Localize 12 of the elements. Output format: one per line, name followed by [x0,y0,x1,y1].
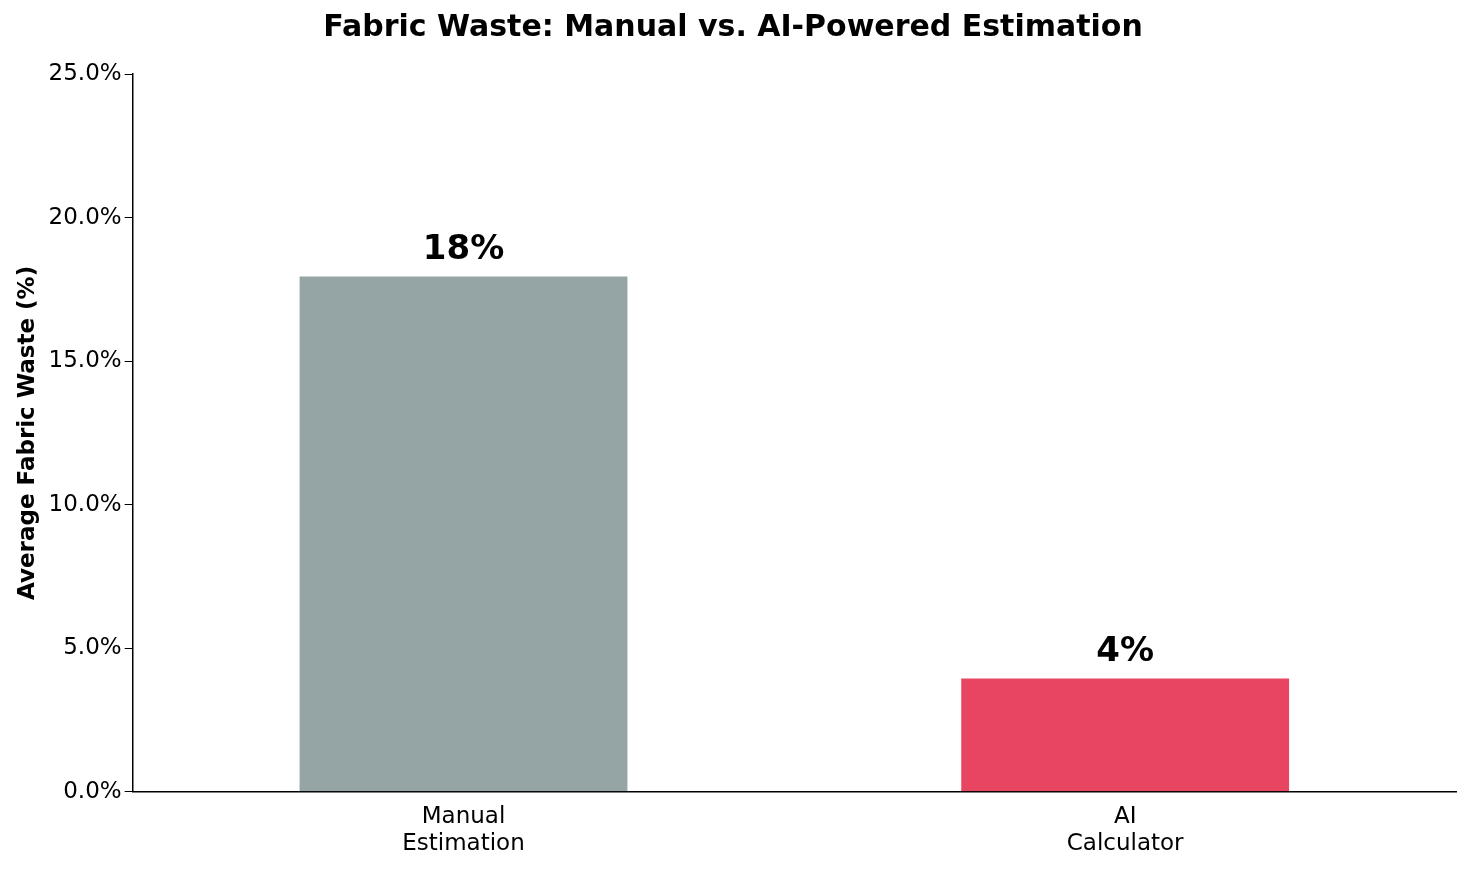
y-tick-label: 10.0% [48,489,122,516]
data-label: 18% [422,226,505,267]
y-tick-label: 20.0% [48,202,122,229]
x-tick-label: AI Calculator [1066,801,1185,856]
y-tick-label: 0.0% [63,776,122,803]
data-label: 4% [1096,628,1155,669]
y-tick-label: 5.0% [63,633,122,660]
y-axis-title: Average Fabric Waste (%) [12,265,39,600]
y-tick-label: 25.0% [48,58,122,85]
chart-title: Fabric Waste: Manual vs. AI-Powered Estimation [323,7,1143,43]
x-tick-label: Manual Estimation [402,801,525,856]
y-tick-label: 15.0% [48,346,122,373]
